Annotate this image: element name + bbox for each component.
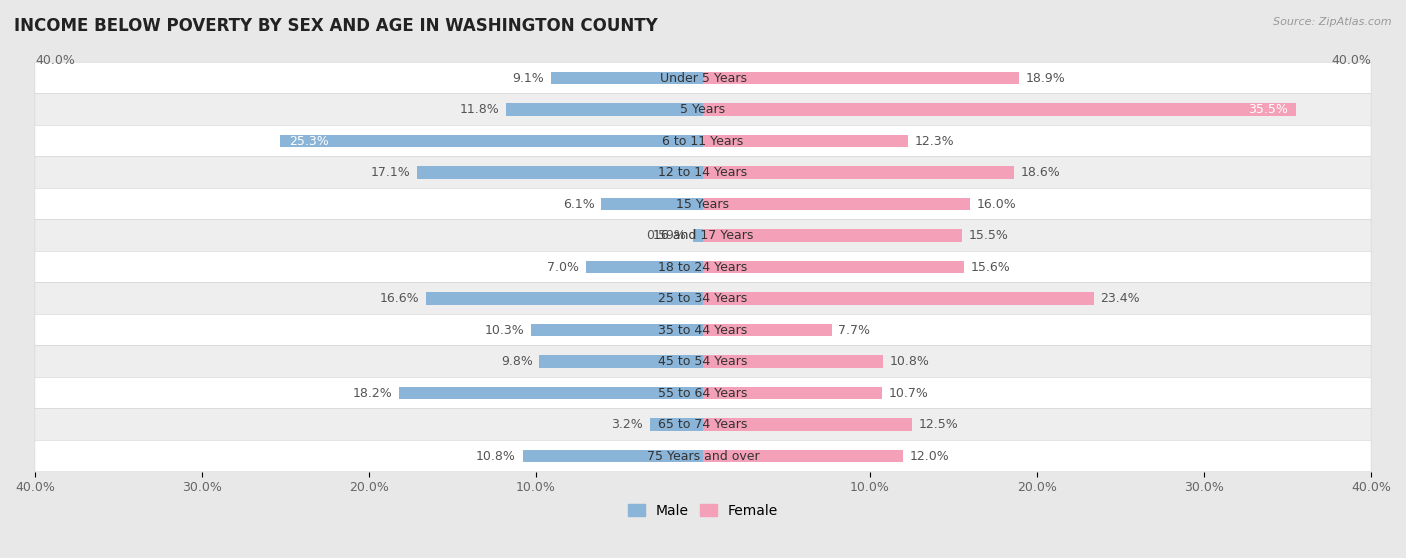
Text: 10.8%: 10.8%: [477, 450, 516, 463]
Bar: [586, 261, 703, 273]
Text: 12.0%: 12.0%: [910, 450, 950, 463]
Bar: [418, 166, 703, 179]
Text: 6.1%: 6.1%: [562, 198, 595, 210]
Text: 55 to 64 Years: 55 to 64 Years: [658, 387, 748, 400]
FancyBboxPatch shape: [35, 251, 1371, 283]
Text: 3.2%: 3.2%: [612, 418, 643, 431]
Legend: Male, Female: Male, Female: [628, 504, 778, 518]
FancyBboxPatch shape: [35, 440, 1371, 472]
Text: 16.0%: 16.0%: [977, 198, 1017, 210]
Text: Under 5 Years: Under 5 Years: [659, 71, 747, 85]
Text: 35 to 44 Years: 35 to 44 Years: [658, 324, 748, 336]
Bar: [540, 355, 703, 368]
FancyBboxPatch shape: [35, 283, 1371, 314]
Bar: [703, 229, 962, 242]
Bar: [703, 135, 908, 147]
Text: 18.9%: 18.9%: [1025, 71, 1066, 85]
Text: 17.1%: 17.1%: [371, 166, 411, 179]
Bar: [703, 198, 970, 210]
Bar: [602, 198, 703, 210]
FancyBboxPatch shape: [35, 377, 1371, 409]
Text: 9.8%: 9.8%: [501, 355, 533, 368]
FancyBboxPatch shape: [35, 62, 1371, 94]
Text: 9.1%: 9.1%: [513, 71, 544, 85]
FancyBboxPatch shape: [35, 188, 1371, 220]
Text: 15 Years: 15 Years: [676, 198, 730, 210]
Text: 18 to 24 Years: 18 to 24 Years: [658, 261, 748, 273]
Bar: [703, 450, 904, 463]
Bar: [703, 72, 1019, 84]
Text: 11.8%: 11.8%: [460, 103, 499, 116]
Text: 7.7%: 7.7%: [838, 324, 870, 336]
Text: 10.7%: 10.7%: [889, 387, 928, 400]
Text: 40.0%: 40.0%: [1331, 55, 1371, 68]
Text: 16 and 17 Years: 16 and 17 Years: [652, 229, 754, 242]
Text: 5 Years: 5 Years: [681, 103, 725, 116]
Text: 45 to 54 Years: 45 to 54 Years: [658, 355, 748, 368]
Bar: [703, 292, 1094, 305]
Text: 23.4%: 23.4%: [1101, 292, 1140, 305]
Bar: [523, 450, 703, 463]
Text: 18.6%: 18.6%: [1021, 166, 1060, 179]
Text: 16.6%: 16.6%: [380, 292, 419, 305]
FancyBboxPatch shape: [35, 409, 1371, 440]
FancyBboxPatch shape: [35, 346, 1371, 377]
Bar: [703, 324, 831, 336]
Text: 10.8%: 10.8%: [890, 355, 929, 368]
Text: 12.5%: 12.5%: [918, 418, 959, 431]
Bar: [703, 418, 911, 431]
FancyBboxPatch shape: [35, 157, 1371, 188]
Text: 6 to 11 Years: 6 to 11 Years: [662, 134, 744, 147]
Text: 12.3%: 12.3%: [915, 134, 955, 147]
Text: 15.6%: 15.6%: [970, 261, 1010, 273]
Text: 65 to 74 Years: 65 to 74 Years: [658, 418, 748, 431]
Bar: [693, 229, 703, 242]
Text: 75 Years and over: 75 Years and over: [647, 450, 759, 463]
Bar: [703, 387, 882, 400]
Text: 0.59%: 0.59%: [647, 229, 686, 242]
Text: 12 to 14 Years: 12 to 14 Years: [658, 166, 748, 179]
Bar: [703, 166, 1014, 179]
Text: 10.3%: 10.3%: [485, 324, 524, 336]
Text: 25.3%: 25.3%: [288, 134, 329, 147]
Bar: [280, 135, 703, 147]
Bar: [703, 261, 963, 273]
FancyBboxPatch shape: [35, 126, 1371, 157]
FancyBboxPatch shape: [35, 220, 1371, 251]
FancyBboxPatch shape: [35, 314, 1371, 346]
Bar: [551, 72, 703, 84]
Text: 18.2%: 18.2%: [353, 387, 392, 400]
Text: 15.5%: 15.5%: [969, 229, 1008, 242]
Text: 35.5%: 35.5%: [1247, 103, 1288, 116]
Text: 7.0%: 7.0%: [547, 261, 579, 273]
Bar: [426, 292, 703, 305]
Bar: [506, 103, 703, 116]
Text: INCOME BELOW POVERTY BY SEX AND AGE IN WASHINGTON COUNTY: INCOME BELOW POVERTY BY SEX AND AGE IN W…: [14, 17, 658, 35]
Bar: [650, 418, 703, 431]
Bar: [703, 103, 1296, 116]
Bar: [703, 355, 883, 368]
Bar: [399, 387, 703, 400]
Text: 40.0%: 40.0%: [35, 55, 75, 68]
Text: 25 to 34 Years: 25 to 34 Years: [658, 292, 748, 305]
Text: Source: ZipAtlas.com: Source: ZipAtlas.com: [1274, 17, 1392, 27]
Bar: [531, 324, 703, 336]
FancyBboxPatch shape: [35, 94, 1371, 126]
